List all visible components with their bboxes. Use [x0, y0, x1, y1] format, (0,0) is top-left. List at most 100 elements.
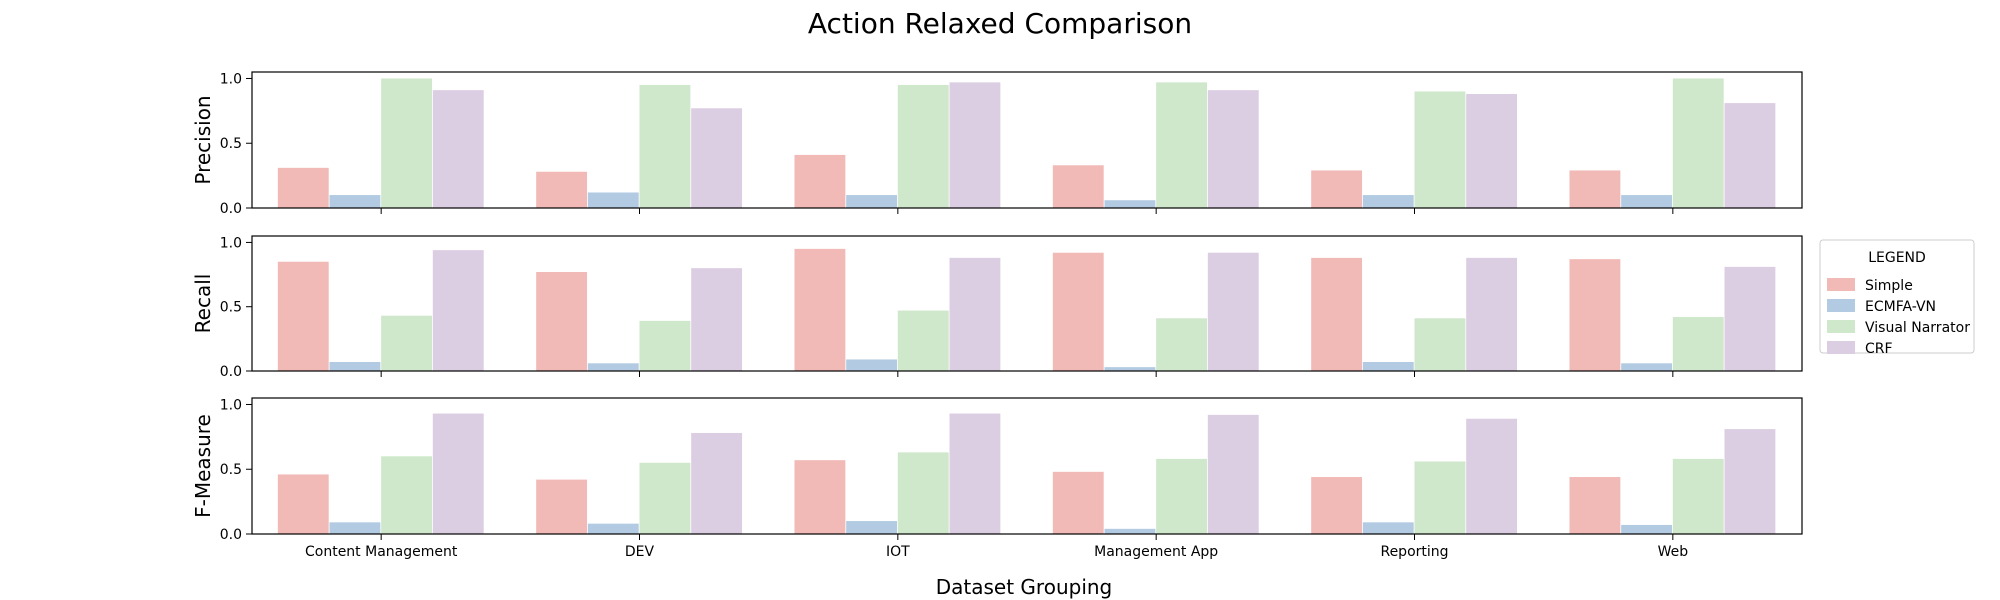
- x-tick-label: Web: [1658, 544, 1689, 560]
- bar-precision-simple-iot: [794, 154, 846, 208]
- bar-f-measure-ecmfa-vn-dev: [587, 523, 639, 534]
- bar-f-measure-ecmfa-vn-web: [1621, 524, 1673, 534]
- bar-f-measure-ecmfa-vn-reporting: [1362, 522, 1414, 534]
- panel-precision: 0.0 0.5 1.0 Precision: [191, 71, 1803, 217]
- y-tick-label: 0.0: [220, 201, 242, 217]
- x-tick-label: DEV: [625, 544, 655, 560]
- bar-recall-ecmfa-vn-reporting: [1362, 362, 1414, 371]
- bar-recall-visual-narrator-web: [1672, 317, 1724, 371]
- legend-box: [1819, 239, 1975, 354]
- bar-precision-visual-narrator-dev: [639, 84, 691, 208]
- x-tick-label: Content Management: [305, 544, 458, 560]
- bar-f-measure-simple-management-app: [1052, 471, 1104, 534]
- bar-recall-ecmfa-vn-web: [1621, 363, 1673, 371]
- bar-precision-simple-reporting: [1311, 170, 1363, 208]
- bar-precision-crf-management-app: [1207, 90, 1259, 208]
- bar-precision-ecmfa-vn-management-app: [1104, 200, 1156, 208]
- y-tick-label: 1.0: [220, 235, 242, 251]
- bar-recall-crf-iot: [949, 257, 1001, 371]
- bar-precision-crf-dev: [691, 108, 743, 208]
- bar-precision-visual-narrator-content-management: [381, 78, 433, 208]
- bar-f-measure-crf-dev: [691, 432, 743, 534]
- bar-f-measure-crf-reporting: [1466, 418, 1518, 534]
- bar-recall-visual-narrator-content-management: [381, 315, 433, 371]
- bar-precision-crf-iot: [949, 82, 1001, 208]
- bar-precision-ecmfa-vn-iot: [846, 195, 898, 208]
- y-tick-label: 0.5: [220, 136, 242, 152]
- legend-swatch-ecmfa-vn: [1827, 299, 1855, 312]
- x-tick-label: IOT: [886, 544, 910, 560]
- panel-f-measure: 0.0 0.5 1.0 Content Management DEV IOT Managem…: [191, 397, 1803, 560]
- bar-recall-ecmfa-vn-dev: [587, 363, 639, 371]
- bar-f-measure-visual-narrator-management-app: [1156, 458, 1208, 534]
- bar-f-measure-visual-narrator-web: [1672, 458, 1724, 534]
- bar-precision-simple-dev: [536, 171, 588, 208]
- y-tick-label: 0.5: [220, 300, 242, 316]
- bar-precision-visual-narrator-reporting: [1414, 91, 1466, 208]
- chart-title: Action Relaxed Comparison: [808, 7, 1192, 40]
- chart-legend: LEGEND Simple ECMFA-VN Visual Narrator CRF: [1819, 239, 1975, 357]
- bar-precision-ecmfa-vn-reporting: [1362, 195, 1414, 208]
- legend-label-visual-narrator: Visual Narrator: [1865, 320, 1970, 336]
- bar-f-measure-visual-narrator-reporting: [1414, 461, 1466, 534]
- bar-precision-visual-narrator-management-app: [1156, 82, 1208, 208]
- legend-swatch-crf: [1827, 341, 1855, 354]
- bar-f-measure-simple-iot: [794, 460, 846, 534]
- legend-swatch-visual-narrator: [1827, 320, 1855, 333]
- bar-f-measure-visual-narrator-dev: [639, 462, 691, 534]
- bar-precision-crf-content-management: [432, 90, 484, 208]
- bar-recall-crf-reporting: [1466, 257, 1518, 371]
- bar-precision-ecmfa-vn-web: [1621, 195, 1673, 208]
- y-tick-label: 0.5: [220, 462, 242, 478]
- chart-panels: 0.0 0.5 1.0 Precision 0.0 0.5 1.0 Recall 0.0 0.5 1…: [191, 71, 1803, 560]
- axes-frame: [251, 235, 1803, 372]
- x-tick-label: Reporting: [1380, 544, 1448, 560]
- bar-recall-simple-reporting: [1311, 257, 1363, 371]
- bar-f-measure-crf-web: [1724, 429, 1776, 534]
- bar-recall-crf-management-app: [1207, 252, 1259, 371]
- x-tick-label: Management App: [1094, 544, 1218, 560]
- bar-precision-simple-management-app: [1052, 165, 1104, 208]
- y-tick-label: 1.0: [220, 397, 242, 413]
- bar-precision-crf-web: [1724, 103, 1776, 208]
- bar-f-measure-ecmfa-vn-management-app: [1104, 528, 1156, 534]
- legend-title: LEGEND: [1868, 250, 1926, 266]
- bar-f-measure-crf-content-management: [432, 413, 484, 534]
- bar-precision-visual-narrator-web: [1672, 78, 1724, 208]
- y-axis-label-precision: Precision: [191, 95, 215, 184]
- axes-frame: [251, 397, 1803, 535]
- axes-frame: [251, 71, 1803, 209]
- bar-f-measure-crf-management-app: [1207, 414, 1259, 534]
- bar-precision-ecmfa-vn-content-management: [329, 195, 381, 208]
- bar-precision-simple-web: [1569, 170, 1621, 208]
- bar-recall-simple-management-app: [1052, 252, 1104, 371]
- bar-recall-visual-narrator-management-app: [1156, 318, 1208, 371]
- bar-f-measure-crf-iot: [949, 413, 1001, 534]
- bar-precision-crf-reporting: [1466, 94, 1518, 208]
- bar-f-measure-ecmfa-vn-iot: [846, 521, 898, 534]
- bar-recall-visual-narrator-iot: [897, 310, 949, 371]
- y-axis-label-recall: Recall: [191, 274, 215, 334]
- bar-recall-ecmfa-vn-content-management: [329, 362, 381, 371]
- bar-f-measure-simple-web: [1569, 477, 1621, 534]
- bar-recall-simple-web: [1569, 259, 1621, 371]
- bar-recall-visual-narrator-reporting: [1414, 318, 1466, 371]
- bar-recall-simple-dev: [536, 272, 588, 371]
- bar-recall-ecmfa-vn-management-app: [1104, 367, 1156, 371]
- bar-recall-crf-content-management: [432, 250, 484, 371]
- bar-f-measure-visual-narrator-content-management: [381, 456, 433, 534]
- y-axis-label-f-measure: F-Measure: [191, 414, 215, 518]
- bar-f-measure-simple-content-management: [277, 474, 329, 534]
- bar-recall-crf-dev: [691, 268, 743, 371]
- bar-recall-ecmfa-vn-iot: [846, 359, 898, 371]
- bar-recall-visual-narrator-dev: [639, 320, 691, 371]
- bar-recall-simple-content-management: [277, 261, 329, 371]
- bar-f-measure-simple-reporting: [1311, 477, 1363, 534]
- panel-recall: 0.0 0.5 1.0 Recall: [191, 235, 1803, 380]
- legend-swatch-simple: [1827, 278, 1855, 291]
- bar-recall-simple-iot: [794, 248, 846, 371]
- legend-label-ecmfa-vn: ECMFA-VN: [1865, 299, 1936, 315]
- bar-f-measure-visual-narrator-iot: [897, 452, 949, 534]
- bar-precision-simple-content-management: [277, 167, 329, 208]
